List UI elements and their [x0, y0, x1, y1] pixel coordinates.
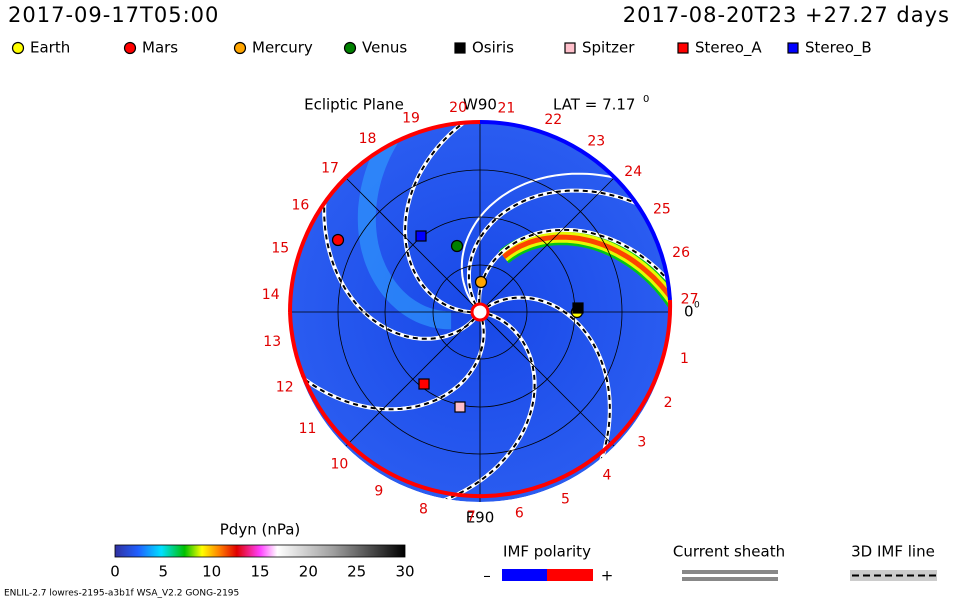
legend-label: Mercury [252, 39, 313, 57]
legend-label: Osiris [472, 39, 514, 57]
imf-spiral [477, 227, 670, 304]
bottom-label: E90 [466, 509, 495, 527]
legend-label: Stereo_A [695, 39, 762, 58]
legend-marker [454, 42, 466, 54]
sector-number: 27 [681, 291, 699, 307]
sun [470, 302, 490, 322]
sector-number: 18 [359, 131, 377, 147]
imf-minus: – [483, 567, 491, 585]
zero-sup: 0 [694, 301, 700, 311]
body-mercury [474, 275, 488, 289]
imf-title: IMF polarity [503, 543, 591, 561]
sector-number: 20 [449, 100, 467, 116]
imf-spiral [290, 319, 486, 412]
legend-marker [11, 41, 25, 55]
sector-number: 22 [544, 112, 562, 128]
rim [288, 299, 673, 499]
imf-spiral [485, 295, 612, 477]
sector-number: 10 [330, 456, 348, 472]
rim [479, 119, 672, 301]
sector-number: 13 [263, 334, 281, 350]
sector-number: 23 [587, 133, 605, 149]
legend-label: Venus [362, 39, 407, 57]
legend-marker [233, 41, 247, 55]
colorbar-tick: 10 [202, 563, 221, 581]
sheath-line [682, 577, 778, 581]
sector-number: 24 [624, 164, 642, 180]
body-stereo-b [415, 230, 427, 242]
legend-marker [343, 41, 357, 55]
top-label: W90 [463, 96, 497, 114]
sector-number: 6 [515, 505, 524, 521]
imf-line-title: 3D IMF line [851, 543, 935, 561]
colorbar-tick: 30 [395, 563, 414, 581]
lat-sup: 0 [643, 94, 649, 105]
time-right: 2017-08-20T23 +27.27 days [623, 3, 950, 27]
sheath-line [460, 172, 632, 305]
spirals [290, 122, 670, 502]
sector-number: 14 [262, 287, 280, 303]
rim [288, 120, 481, 313]
sector-number: 12 [276, 379, 294, 395]
legend-label: Mars [142, 39, 178, 57]
colorbar-title: Pdyn (nPa) [220, 521, 301, 539]
legend-label: Earth [30, 39, 70, 57]
sector-number: 16 [291, 198, 309, 214]
legend: Earth Mars Mercury Venus Osiris Spitzer Stereo… [11, 39, 872, 58]
sector-number: 15 [271, 241, 289, 257]
sector-number: 21 [497, 101, 515, 117]
sector-number: 3 [637, 435, 646, 451]
imf-pos [547, 569, 593, 581]
body-venus [450, 239, 464, 253]
imf-spiral [428, 312, 537, 502]
imf-line-bg [850, 570, 937, 581]
sector-number: 7 [467, 509, 476, 525]
imf-spiral [403, 122, 481, 315]
body-osiris [572, 302, 584, 314]
sector-number: 25 [653, 202, 671, 218]
plot-title: Ecliptic Plane [304, 96, 404, 114]
sector-number: 9 [374, 484, 383, 500]
legend-label: Stereo_B [805, 39, 872, 58]
sheath-title: Current sheath [673, 543, 785, 561]
sector-number: 2 [664, 395, 673, 411]
density-band [502, 234, 670, 310]
imf-spiral [466, 188, 654, 307]
colorbar-tick: 20 [299, 563, 318, 581]
sector-number: 11 [299, 421, 317, 437]
colorbar-tick: 5 [159, 563, 169, 581]
sector-number: 17 [321, 161, 339, 177]
footer: ENLIL-2.7 lowres-2195-a3b1f WSA_V2.2 GON… [4, 589, 239, 599]
sector-number: 19 [402, 110, 420, 126]
sector-number: 5 [561, 491, 570, 507]
body-mars [331, 233, 345, 247]
sector-number: 4 [603, 467, 612, 483]
sheath-line [682, 570, 778, 574]
bodies [331, 230, 584, 413]
zero-label: 0 [684, 303, 694, 321]
legend-label: Spitzer [582, 39, 635, 57]
colorbar-tick: 15 [250, 563, 269, 581]
time-left: 2017-09-17T05:00 [8, 3, 219, 27]
legend-marker [677, 42, 689, 54]
lat-label: LAT = 7.17 [553, 96, 635, 114]
density-band [357, 129, 452, 330]
sector-number: 1 [680, 351, 689, 367]
colorbar [114, 544, 406, 558]
colorbar-ticks: 0 5 10 15 20 25 30 [110, 563, 414, 581]
imf-plus: + [601, 567, 614, 585]
colorbar-tick: 0 [110, 563, 120, 581]
body-spitzer [454, 401, 466, 413]
legend-marker [564, 42, 576, 54]
body-stereo-a [418, 378, 430, 390]
legend-marker [123, 41, 137, 55]
colorbar-tick: 25 [347, 563, 366, 581]
imf-neg [502, 569, 547, 581]
sector-number: 26 [672, 245, 690, 261]
legend-marker [787, 42, 799, 54]
imf-spiral [322, 183, 477, 341]
sector-number: 8 [419, 501, 428, 517]
